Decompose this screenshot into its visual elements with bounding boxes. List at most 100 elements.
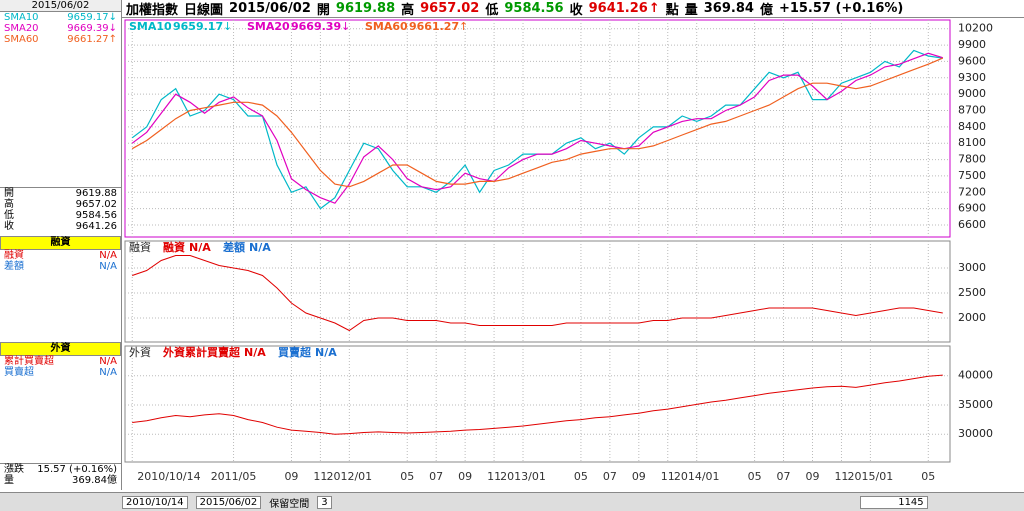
- side-row: 低 9584.56: [0, 210, 121, 221]
- reserve[interactable]: 3: [317, 495, 332, 509]
- arrow: ↓: [108, 12, 117, 23]
- value-wrap: 9619.88: [76, 188, 117, 199]
- legend-name: SMA10: [129, 20, 172, 33]
- label: SMA10: [4, 12, 39, 23]
- side-date: 2015/06/02: [0, 0, 121, 12]
- low: 9584.56: [504, 1, 564, 16]
- side-row: 收 9641.26: [0, 221, 121, 232]
- x-tick-label: 05: [400, 470, 414, 483]
- label: SMA20: [4, 23, 39, 34]
- value: 9641.26: [75, 221, 117, 232]
- value: 15.57 (+0.16%): [37, 464, 117, 475]
- value-wrap: 9641.26: [76, 221, 117, 232]
- footer: 2010/10/14 2015/06/02 保留空間 3 1145: [0, 492, 1024, 511]
- label: SMA60: [4, 34, 39, 45]
- legend-status: N/A: [189, 241, 211, 254]
- header: 加權指數 日線圖 2015/06/02 開 9619.88 高 9657.02 …: [122, 0, 1024, 18]
- legend-name: 外資累計買賣超: [162, 345, 241, 359]
- side-row: SMA60 9661.27↑: [0, 34, 121, 45]
- value: 9661.27: [67, 34, 109, 45]
- label: 量: [4, 475, 14, 486]
- side-row: 開 9619.88: [0, 188, 121, 199]
- y-tick-label: 7200: [958, 185, 986, 198]
- title: 加權指數: [126, 3, 179, 18]
- date: 2015/06/02: [229, 1, 311, 16]
- value-wrap: N/A: [99, 261, 117, 272]
- label: 融資: [4, 250, 24, 261]
- legend-arrow: ↓: [341, 20, 350, 33]
- y-tick-label: 8400: [958, 120, 986, 133]
- label: 低: [485, 3, 499, 18]
- reserve-label: 保留空間: [269, 498, 310, 510]
- x-tick-label: 07: [603, 470, 617, 483]
- series-line: [131, 57, 944, 188]
- x-tick-label: 2013/01: [500, 470, 546, 483]
- x-tick-label: 07: [429, 470, 443, 483]
- arrow: ↑: [648, 1, 660, 16]
- y-tick-label: 2500: [958, 286, 986, 299]
- label: 開: [316, 3, 330, 18]
- chart: 2010/10/14 2011/05 09 11 2012/01 05 07 09 11 2013…: [124, 19, 993, 483]
- legend-status: N/A: [244, 346, 266, 359]
- arrow: ↑: [108, 34, 117, 45]
- panel-title: 外資: [129, 346, 151, 359]
- sidebar: 2015/06/02 SMA10 9659.17↓ SMA20 9669.39↓ SMA…: [0, 0, 122, 490]
- frame: [124, 240, 951, 343]
- legend-arrow: ↑: [459, 20, 468, 33]
- legend-name: 買賣超: [278, 345, 312, 359]
- unit: 點: [665, 3, 679, 18]
- high: 9657.02: [420, 1, 480, 16]
- y-tick-label: 8100: [958, 136, 986, 149]
- frame: [124, 345, 951, 463]
- y-tick-label: 7800: [958, 153, 986, 166]
- value: 369.84億: [72, 475, 117, 486]
- label: 差額: [4, 261, 24, 272]
- value-wrap: 9669.39↓: [67, 23, 117, 34]
- x-tick-label: 2011/05: [211, 470, 257, 483]
- count: 1145: [859, 495, 928, 509]
- x-tick-label: 09: [806, 470, 820, 483]
- legend-name: SMA20: [247, 20, 290, 33]
- y-tick-label: 35000: [958, 398, 993, 411]
- label: 開: [4, 188, 14, 199]
- x-tick-label: 11: [834, 470, 848, 483]
- x-tick-label: 2014/01: [674, 470, 720, 483]
- section: 融資: [0, 236, 121, 250]
- x-tick-label: 2015/01: [848, 470, 894, 483]
- label: 累計買賣超: [4, 356, 54, 367]
- volume: 369.84: [703, 1, 754, 16]
- y-tick-label: 2000: [958, 311, 986, 324]
- value-wrap: N/A: [99, 367, 117, 378]
- value: 9657.02: [75, 199, 117, 210]
- label: 買賣超: [4, 367, 34, 378]
- side-row: 高 9657.02: [0, 199, 121, 210]
- end-date[interactable]: 2015/06/02: [195, 495, 262, 509]
- x-tick-label: 11: [487, 470, 501, 483]
- side-row: 累計買賣超 N/A: [0, 356, 121, 367]
- start-date[interactable]: 2010/10/14: [122, 495, 188, 509]
- side-row: SMA20 9669.39↓: [0, 23, 121, 34]
- label: 高: [4, 199, 14, 210]
- period: 日線圖: [184, 3, 224, 18]
- legend-name: 差額: [223, 240, 245, 254]
- y-tick-label: 6600: [958, 218, 986, 231]
- value: 9584.56: [75, 210, 117, 221]
- value-wrap: 9661.27↑: [67, 34, 117, 45]
- value: 9659.17: [67, 12, 109, 23]
- y-tick-label: 7500: [958, 169, 986, 182]
- value-wrap: 9657.02: [76, 199, 117, 210]
- label: 收: [569, 3, 583, 18]
- legend-value: 9669.39: [291, 20, 341, 33]
- y-tick-label: 30000: [958, 427, 993, 440]
- value-wrap: 9584.56: [76, 210, 117, 221]
- x-tick-label: 11: [313, 470, 327, 483]
- series-line: [132, 255, 943, 332]
- legend-status: N/A: [249, 241, 271, 254]
- side-row: 差額 N/A: [0, 261, 121, 272]
- open: 9619.88: [335, 1, 396, 16]
- y-tick-label: 10200: [958, 22, 993, 35]
- y-tick-label: 40000: [958, 369, 993, 382]
- value: N/A: [99, 367, 117, 378]
- y-tick-label: 9300: [958, 71, 986, 84]
